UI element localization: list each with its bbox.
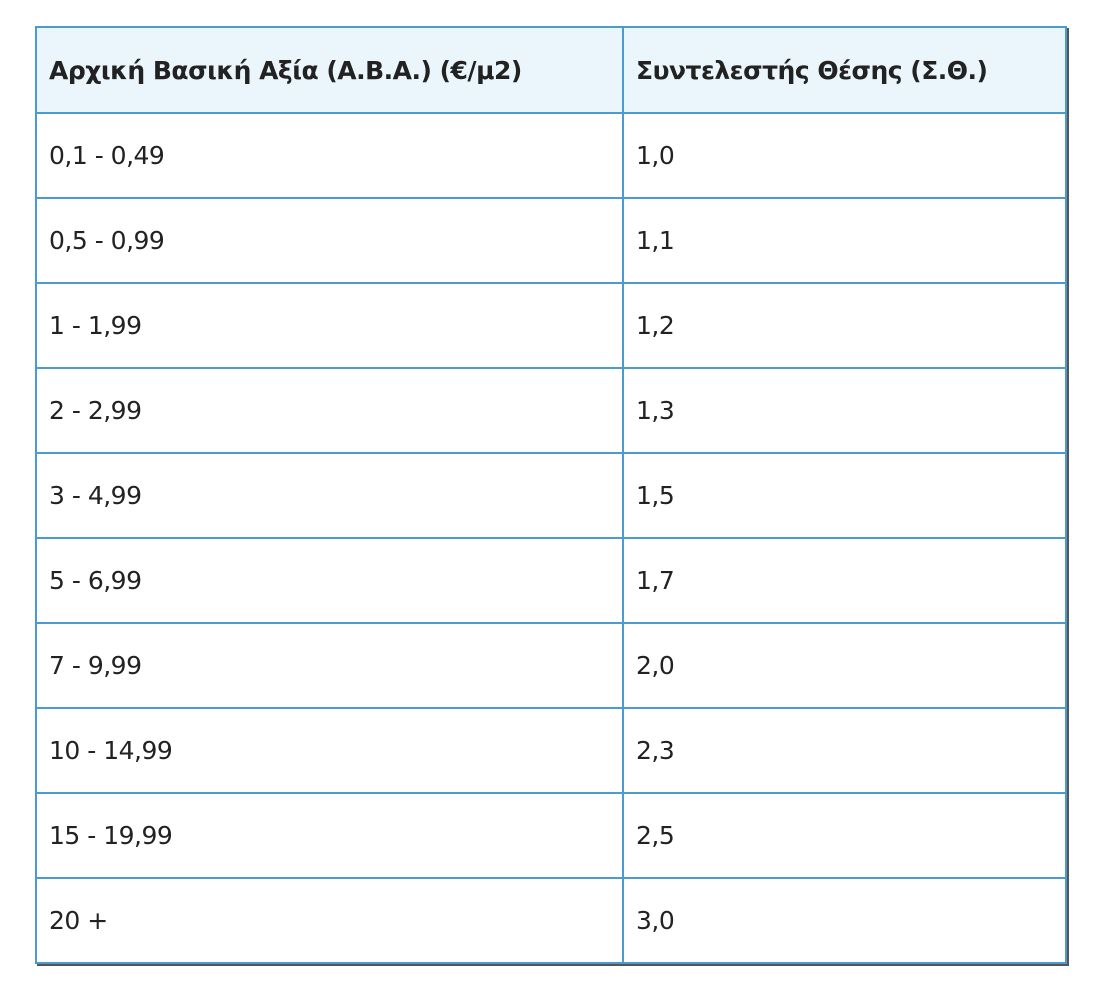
table-cell: 1,7 [622, 537, 1067, 624]
table-cell: 1,3 [622, 367, 1067, 454]
table-cell: 0,5 - 0,99 [35, 197, 624, 284]
table-cell: 3 - 4,99 [35, 452, 624, 539]
table-row: 5 - 6,99 1,7 [35, 537, 1067, 624]
table-container: Αρχική Βασική Αξία (Α.Β.Α.) (€/μ2) Συντε… [35, 26, 1067, 964]
table-cell: 5 - 6,99 [35, 537, 624, 624]
table-row: 2 - 2,99 1,3 [35, 367, 1067, 454]
table-cell: 2 - 2,99 [35, 367, 624, 454]
header-cell: Συντελεστής Θέσης (Σ.Θ.) [622, 26, 1067, 114]
table-cell: 1 - 1,99 [35, 282, 624, 369]
table-row: 1 - 1,99 1,2 [35, 282, 1067, 369]
table-row: 3 - 4,99 1,5 [35, 452, 1067, 539]
table-row: 0,1 - 0,49 1,0 [35, 112, 1067, 199]
table-cell: 7 - 9,99 [35, 622, 624, 709]
header-row: Αρχική Βασική Αξία (Α.Β.Α.) (€/μ2) Συντε… [35, 26, 1067, 114]
table-body: 0,1 - 0,49 1,0 0,5 - 0,99 1,1 1 - 1,99 1,2 2 -… [35, 112, 1067, 964]
table-header: Αρχική Βασική Αξία (Α.Β.Α.) (€/μ2) Συντε… [35, 26, 1067, 114]
table-cell: 2,0 [622, 622, 1067, 709]
table-cell: 1,1 [622, 197, 1067, 284]
table-cell: 2,3 [622, 707, 1067, 794]
table-cell: 1,5 [622, 452, 1067, 539]
table-cell: 2,5 [622, 792, 1067, 879]
table-row: 0,5 - 0,99 1,1 [35, 197, 1067, 284]
table-cell: 1,0 [622, 112, 1067, 199]
table-row: 10 - 14,99 2,3 [35, 707, 1067, 794]
table: Αρχική Βασική Αξία (Α.Β.Α.) (€/μ2) Συντε… [35, 26, 1067, 964]
table-cell: 1,2 [622, 282, 1067, 369]
table-row: 20 +3,0 [35, 877, 1067, 964]
header-cell: Αρχική Βασική Αξία (Α.Β.Α.) (€/μ2) [35, 26, 624, 114]
table-row: 7 - 9,99 2,0 [35, 622, 1067, 709]
table-cell: 0,1 - 0,49 [35, 112, 624, 199]
table-cell: 10 - 14,99 [35, 707, 624, 794]
table-cell: 15 - 19,99 [35, 792, 624, 879]
table-cell: 20 + [35, 877, 624, 964]
table-row: 15 - 19,99 2,5 [35, 792, 1067, 879]
table-cell: 3,0 [622, 877, 1067, 964]
